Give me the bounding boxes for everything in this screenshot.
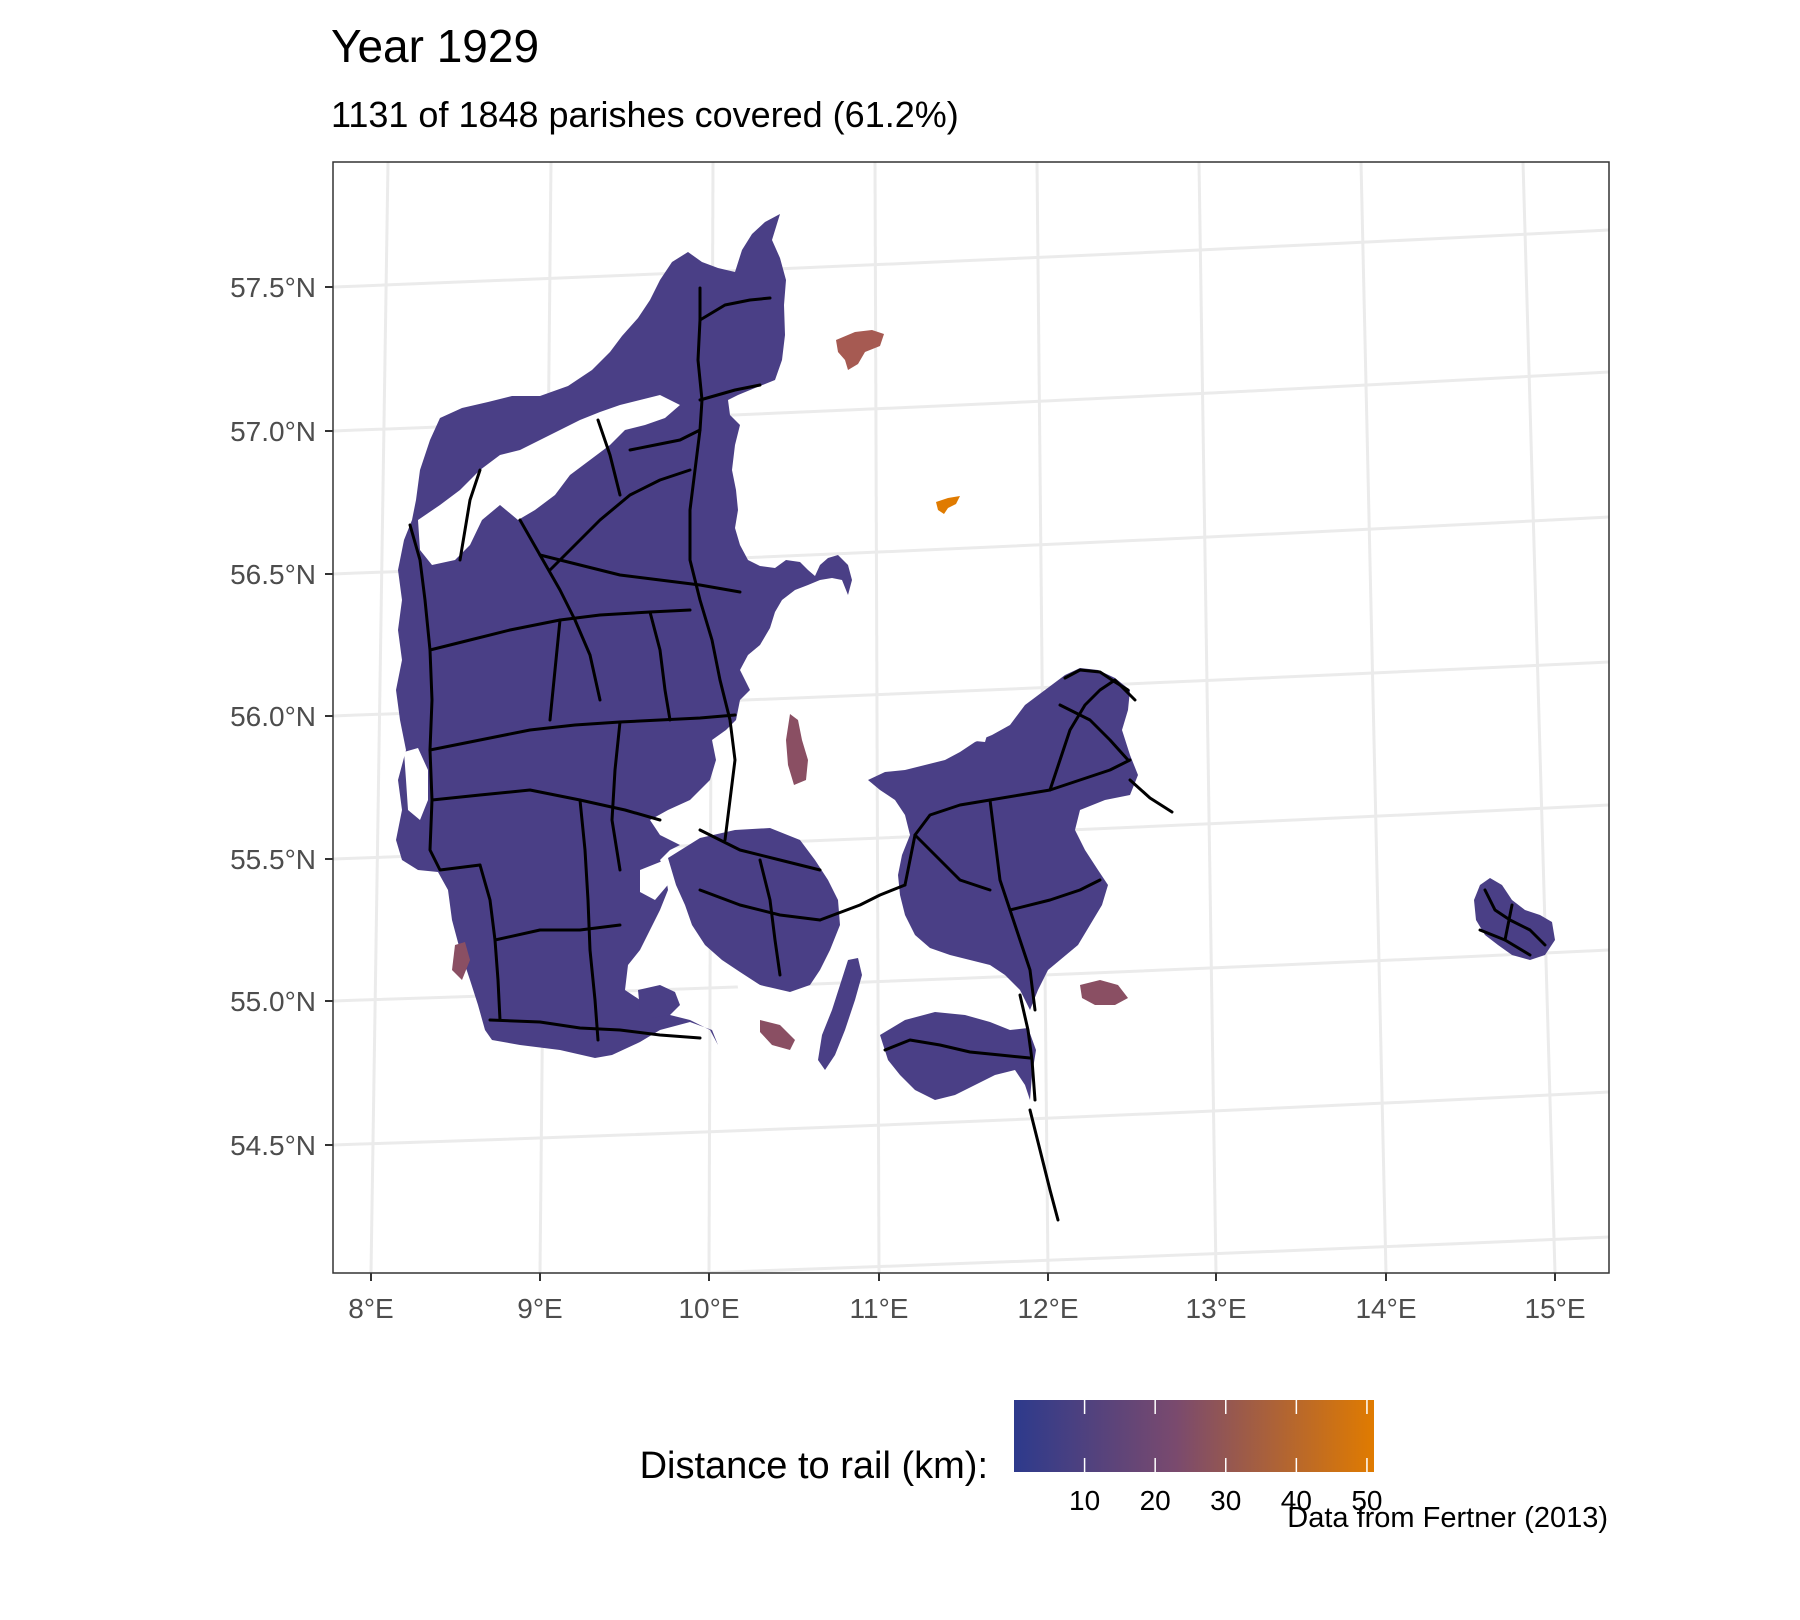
gridline-lon-8	[369, 162, 390, 1273]
gridline-lat-54-5	[333, 1090, 1609, 1147]
laeso-island	[836, 330, 884, 370]
rail-line	[596, 418, 622, 497]
legend-ticks: 10 20 30 40 50	[1069, 1400, 1383, 1516]
limfjord	[418, 395, 680, 565]
gridline-lon-13	[1197, 162, 1218, 1273]
rail-line	[1503, 903, 1514, 942]
rail-line	[488, 1018, 702, 1040]
rail-line	[428, 713, 737, 752]
rail-line	[610, 720, 622, 872]
fano-island	[452, 942, 470, 980]
rail-line	[518, 518, 602, 702]
rail-line	[1063, 668, 1130, 692]
y-tick-label: 54.5°N	[230, 1130, 316, 1161]
x-tick-label: 15°E	[1524, 1293, 1585, 1324]
map-caption: Data from Fertner (2013)	[1287, 1502, 1608, 1534]
y-tick-label: 57.0°N	[230, 416, 316, 447]
x-tick-label: 10°E	[678, 1293, 739, 1324]
gridline-lon-14	[1359, 162, 1388, 1273]
zealand-landmass	[868, 668, 1138, 1010]
vejle-fjord	[640, 860, 672, 900]
legend-tick-label: 10	[1069, 1485, 1100, 1516]
rail-network	[408, 286, 1547, 1222]
x-tick-label: 8°E	[348, 1293, 393, 1324]
rail-line	[628, 428, 702, 452]
legend-title: Distance to rail (km):	[640, 1445, 988, 1487]
rail-line	[1028, 1108, 1060, 1222]
sydfyn-water	[735, 972, 805, 1015]
panel-border	[332, 161, 1610, 1274]
rail-line	[648, 610, 672, 722]
x-tick-label: 12°E	[1017, 1293, 1078, 1324]
rail-line	[1018, 993, 1037, 1102]
rail-line	[538, 553, 742, 594]
x-tick-label: 14°E	[1355, 1293, 1416, 1324]
y-axis: 57.5°N 57.0°N 56.5°N 56.0°N 55.5°N 55.0°…	[230, 272, 333, 1161]
rail-line	[493, 923, 622, 942]
rail-line	[458, 468, 482, 562]
map-subtitle: 1131 of 1848 parishes covered (61.2%)	[331, 94, 959, 135]
rail-line	[698, 888, 822, 922]
rail-line	[1008, 878, 1102, 912]
rail-line	[758, 858, 782, 977]
gridline-lon-15	[1521, 162, 1557, 1273]
map-title: Year 1929	[331, 20, 540, 72]
lolland-falster-landmass	[880, 1012, 1036, 1100]
rail-line	[548, 618, 562, 722]
y-tick-label: 56.5°N	[230, 559, 316, 590]
isefjord	[950, 712, 990, 742]
legend-tick-label: 40	[1281, 1485, 1312, 1516]
rail-line	[698, 383, 762, 402]
rail-line	[698, 828, 822, 872]
legend-tick-label: 20	[1140, 1485, 1171, 1516]
rail-line	[688, 286, 737, 842]
rail-line	[903, 788, 1052, 887]
x-tick-label: 13°E	[1185, 1293, 1246, 1324]
als-island	[638, 985, 680, 1018]
y-tick-label: 55.5°N	[230, 844, 316, 875]
aero-island	[760, 1020, 795, 1050]
x-tick-label: 11°E	[850, 1293, 909, 1324]
rail-line	[1048, 758, 1132, 792]
color-legend: Distance to rail (km): 10 20 30 40 50	[640, 1400, 1383, 1516]
x-axis: 8°E 9°E 10°E 11°E 12°E 13°E 14°E 15°E	[348, 1273, 1586, 1324]
legend-tick-label: 50	[1351, 1485, 1382, 1516]
ringkobing-fjord	[404, 748, 428, 820]
rail-line	[548, 468, 692, 572]
rail-line	[913, 833, 992, 892]
mon-island	[1080, 980, 1128, 1005]
legend-tick-label: 30	[1210, 1485, 1241, 1516]
rail-line	[430, 788, 662, 822]
rail-line	[1058, 703, 1130, 762]
langeland-island	[818, 958, 862, 1070]
rail-line	[818, 883, 907, 922]
rail-line	[883, 1038, 1032, 1060]
fjord-layer	[404, 395, 990, 1015]
rail-line	[698, 296, 772, 322]
gridline-lat-54-0	[655, 1235, 1609, 1273]
anholt-island	[936, 496, 960, 514]
rail-line	[1128, 778, 1174, 814]
x-tick-label: 9°E	[517, 1293, 562, 1324]
y-tick-label: 56.0°N	[230, 701, 316, 732]
samso-island	[786, 714, 808, 785]
rail-line	[408, 523, 482, 872]
y-tick-label: 57.5°N	[230, 272, 316, 303]
y-tick-label: 55.0°N	[230, 986, 316, 1017]
legend-colorbar	[1014, 1400, 1374, 1472]
gridline-lat-57-5	[333, 228, 1609, 289]
rail-line	[578, 798, 600, 1042]
jutland-landmass	[396, 214, 852, 1058]
bornholm-landmass	[1474, 878, 1555, 960]
